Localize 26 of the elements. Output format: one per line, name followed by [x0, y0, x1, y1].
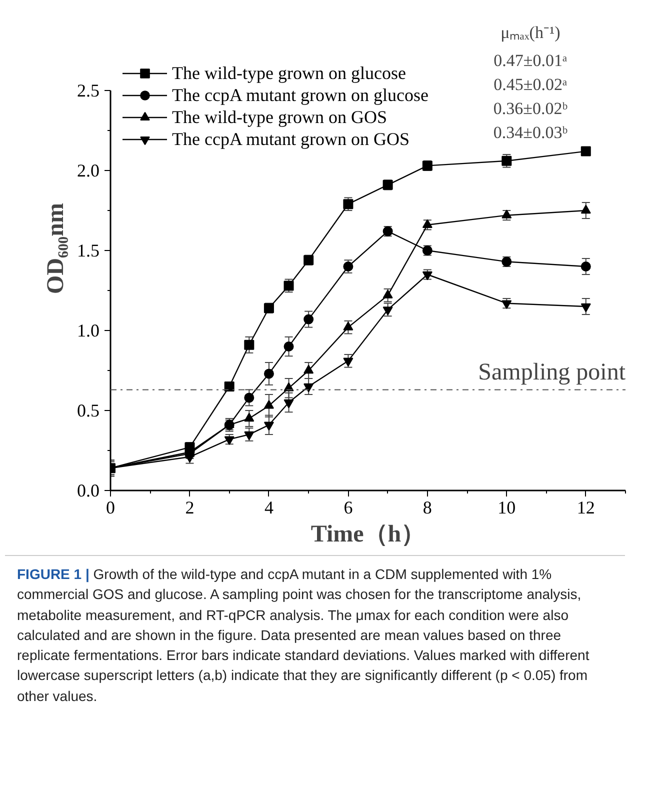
x-tick-label: 12 — [576, 498, 595, 518]
y-tick-label: 1.0 — [77, 320, 100, 340]
y-tick-label: 0.5 — [77, 400, 100, 420]
text: 0.47±0.01ᵃ — [494, 51, 568, 70]
y-tick-label: 1.5 — [77, 240, 100, 260]
annotation: 0.45±0.02ᵃ — [494, 75, 568, 94]
legend-label: The ccpA mutant grown on glucose — [172, 84, 428, 106]
annotation: 0.36±0.02ᵇ — [493, 99, 568, 118]
legend-label: The wild-type grown on GOS — [172, 106, 387, 128]
legend-label: The wild-type grown on glucose — [172, 62, 406, 84]
x-tick-label: 2 — [185, 498, 194, 518]
text: μₘₐₓ(h⁻¹) — [500, 23, 560, 42]
y-tick-label: 2.5 — [77, 80, 100, 100]
x-axis-title: Time（h） — [310, 522, 426, 548]
y-axis-title: OD₆₀₀nm — [43, 203, 69, 294]
legend-label: The ccpA mutant grown on GOS — [172, 128, 410, 150]
x-tick-label: 4 — [264, 498, 274, 518]
y-tick-label: 0.0 — [77, 480, 100, 500]
annotation: 0.34±0.03ᵇ — [493, 123, 568, 142]
x-tick-label: 0 — [106, 498, 115, 518]
caption: FIGURE 1 | Growth of the wild-type and ccpA mutant in a CDM supplemented with 1% commercial GOS and glucose. A sampling point was chosen for the transcriptome analysis, metabolite measurement, and RT-qPCR analysis. The μmax for each condition were also calculated and are shown in the figure. Data presented are mean values based on three replicate fermentations. Error bars indicate standard deviations. Values marked with different lowercase superscript letters (a,b) indicate that they are significantly different (p < 0.05) from other values. — [17, 565, 590, 706]
x-tick-label: 10 — [498, 498, 516, 518]
ref-line-label: Sampling point — [478, 360, 626, 386]
x-tick-label: 8 — [422, 498, 432, 518]
x-tick-label: 6 — [344, 498, 353, 518]
y-tick-label: 2.0 — [77, 160, 100, 180]
